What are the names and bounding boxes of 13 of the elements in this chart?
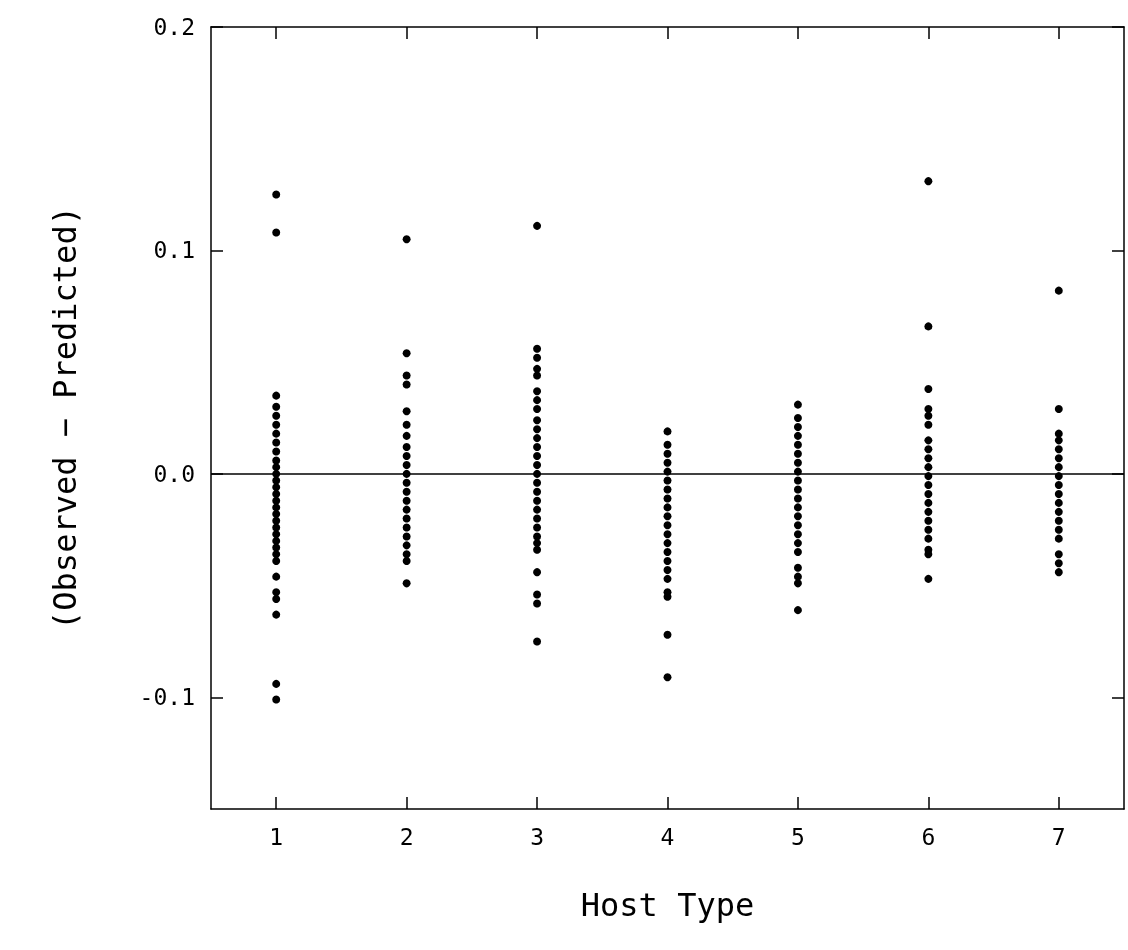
x-tick-label: 5 [791, 823, 805, 850]
x-tick-label: 4 [660, 823, 675, 850]
x-tick-label: 7 [1051, 823, 1066, 850]
y-tick-label: -0.1 [139, 684, 195, 711]
x-tick-label: 3 [530, 823, 544, 850]
x-tick-label: 1 [269, 823, 284, 850]
y-tick-label: 0.1 [153, 237, 195, 264]
x-tick-label: 6 [921, 823, 936, 850]
x-tick-label: 2 [399, 823, 414, 850]
y-tick-label: 0.0 [153, 460, 195, 487]
y-axis-title: (Observed − Predicted) [46, 206, 84, 630]
x-axis-title: Host Type [580, 886, 755, 924]
y-tick-label: 0.2 [153, 14, 195, 40]
